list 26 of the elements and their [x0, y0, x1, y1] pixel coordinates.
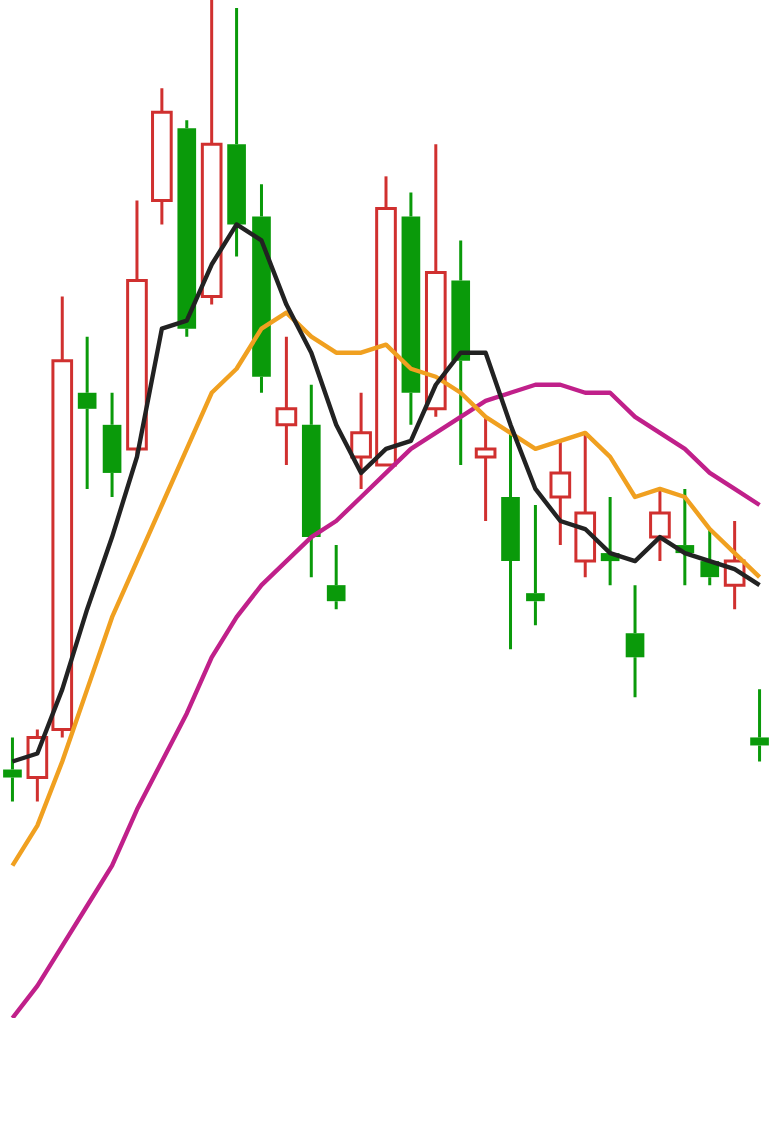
candlestick	[227, 6, 246, 258]
candlestick	[474, 415, 497, 523]
candlestick	[401, 190, 421, 427]
candlestick	[723, 519, 746, 611]
candlestick	[625, 583, 645, 699]
candlestick	[252, 182, 271, 395]
candlestick	[77, 335, 97, 491]
candlestick	[200, 0, 223, 307]
candlestick	[750, 687, 769, 763]
candlestick	[3, 735, 22, 804]
candlestick	[526, 503, 545, 627]
candlestick	[451, 238, 471, 467]
candlestick	[126, 198, 148, 459]
candlestick	[151, 86, 173, 226]
candlestick	[102, 391, 122, 499]
candlestick	[275, 335, 298, 467]
candlestick	[649, 487, 671, 563]
candlestick	[51, 295, 74, 739]
candlestick	[501, 431, 520, 651]
candlestick	[301, 383, 321, 579]
candlestick	[26, 727, 49, 804]
candlestick	[326, 543, 346, 611]
candlestick	[574, 431, 597, 579]
candlestick	[177, 118, 197, 339]
candlestick	[424, 142, 447, 419]
candlestick	[549, 439, 572, 547]
